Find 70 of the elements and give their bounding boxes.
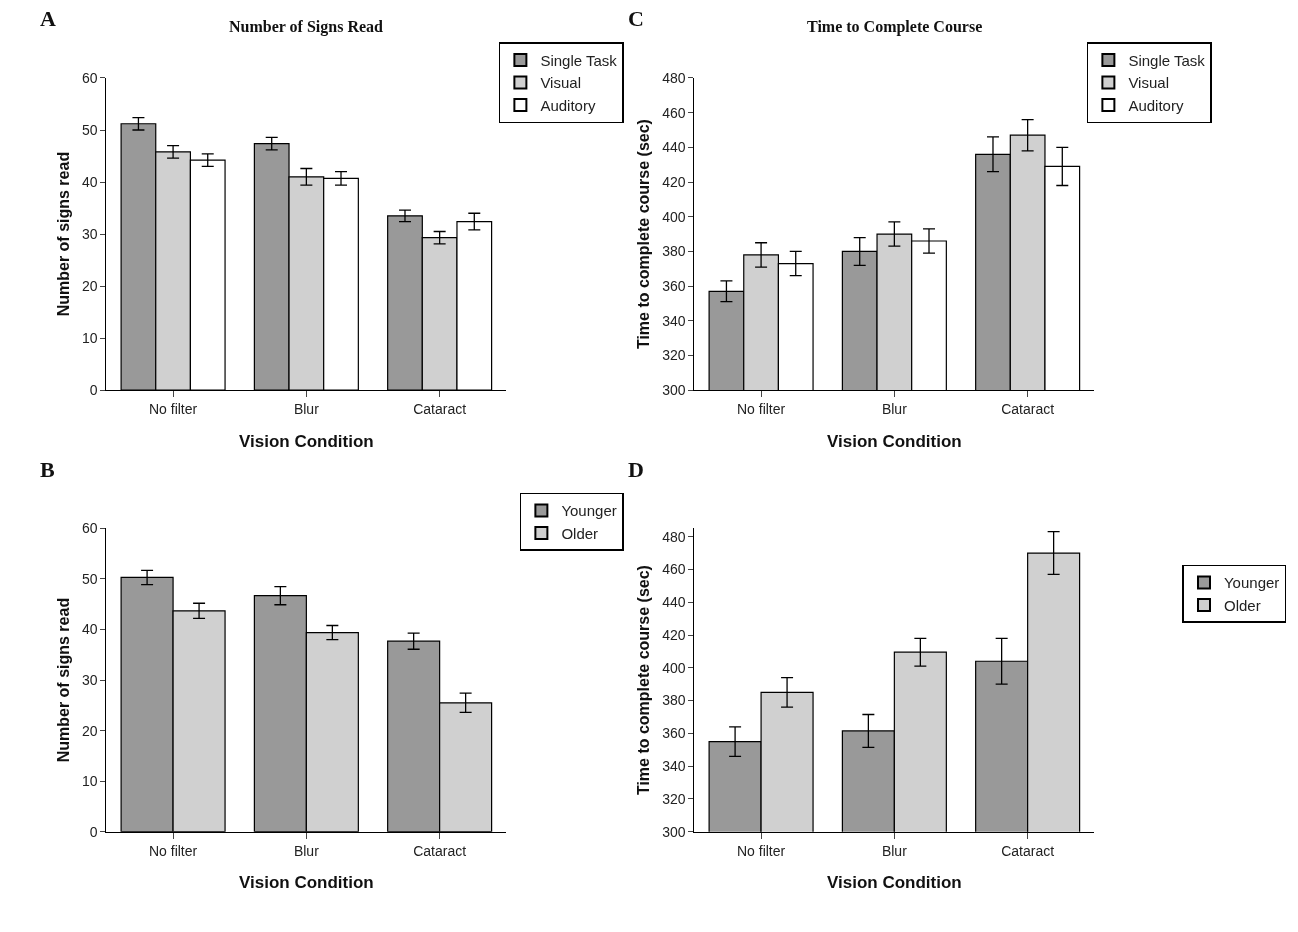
legend-label: Younger (561, 502, 617, 520)
x-tick-label: Blur (293, 842, 320, 859)
y-tick-label: 20 (81, 722, 98, 739)
legend-label: Younger (1223, 574, 1280, 592)
x-tick-label: Blur (881, 401, 908, 418)
y-tick-label: 30 (81, 225, 98, 242)
x-tick-label: No filter (148, 842, 198, 859)
x-tick-label: No filter (148, 401, 198, 418)
y-tick-label: 20 (81, 278, 98, 295)
y-tick-label: 460 (662, 561, 686, 578)
legend-label: Older (561, 524, 599, 542)
y-tick-label: 360 (662, 278, 686, 295)
y-tick-label: 30 (81, 671, 98, 688)
x-axis-title: Vision Condition (238, 873, 374, 893)
legend-label: Visual (1128, 74, 1169, 92)
text: B (40, 457, 55, 482)
y-tick-label: 480 (662, 528, 686, 545)
legend-label: Single Task (540, 51, 618, 69)
y-axis-title: Number of signs read (54, 597, 72, 763)
text: D (628, 457, 644, 482)
y-tick-label: 400 (662, 208, 686, 225)
legend-label: Visual (540, 74, 581, 92)
y-tick-label: 340 (662, 312, 686, 329)
legend-label: Auditory (1128, 96, 1184, 114)
text: A (40, 6, 56, 31)
x-axis-title: Vision Condition (826, 431, 962, 451)
legend-label: Single Task (1128, 51, 1206, 69)
y-tick-label: 10 (81, 773, 98, 790)
x-axis-title: Vision Condition (826, 873, 962, 893)
y-tick-label: 320 (662, 790, 686, 807)
chart-title: Number of Signs Read (229, 18, 384, 36)
y-axis-title: Time to complete course (sec) (635, 565, 653, 796)
y-tick-label: 380 (662, 692, 686, 709)
y-tick-label: 300 (662, 823, 686, 840)
y-tick-label: 440 (662, 139, 686, 156)
y-axis-title: Time to complete course (sec) (635, 119, 653, 350)
x-tick-label: No filter (736, 401, 786, 418)
y-tick-label: 300 (662, 382, 686, 399)
y-tick-label: 40 (81, 173, 98, 190)
y-tick-label: 420 (662, 626, 686, 643)
y-tick-label: 480 (662, 69, 686, 86)
x-tick-label: Blur (881, 842, 908, 859)
legend-label: Auditory (540, 96, 596, 114)
chart-title: Time to Complete Course (807, 18, 983, 36)
x-axis-title: Vision Condition (238, 431, 374, 451)
x-tick-label: Cataract (413, 401, 467, 418)
x-tick-label: Cataract (1001, 401, 1055, 418)
y-tick-label: 60 (81, 69, 98, 86)
y-tick-label: 400 (662, 659, 686, 676)
y-tick-label: 40 (81, 621, 98, 638)
x-tick-label: Blur (293, 401, 320, 418)
x-tick-label: Cataract (1001, 842, 1055, 859)
y-axis-title: Number of signs read (54, 151, 72, 317)
y-tick-label: 50 (81, 570, 98, 587)
y-tick-label: 0 (89, 382, 98, 399)
legend-label: Older (1223, 596, 1261, 614)
y-tick-label: 320 (662, 347, 686, 364)
y-tick-label: 50 (81, 121, 98, 138)
x-tick-label: No filter (736, 842, 786, 859)
y-tick-label: 360 (662, 725, 686, 742)
x-tick-label: Cataract (413, 842, 467, 859)
y-tick-label: 0 (89, 823, 98, 840)
y-tick-label: 460 (662, 104, 686, 121)
y-tick-label: 380 (662, 243, 686, 260)
text: C (628, 6, 644, 31)
y-tick-label: 340 (662, 758, 686, 775)
y-tick-label: 60 (81, 520, 98, 537)
y-tick-label: 440 (662, 594, 686, 611)
y-tick-label: 420 (662, 173, 686, 190)
y-tick-label: 10 (81, 330, 98, 347)
